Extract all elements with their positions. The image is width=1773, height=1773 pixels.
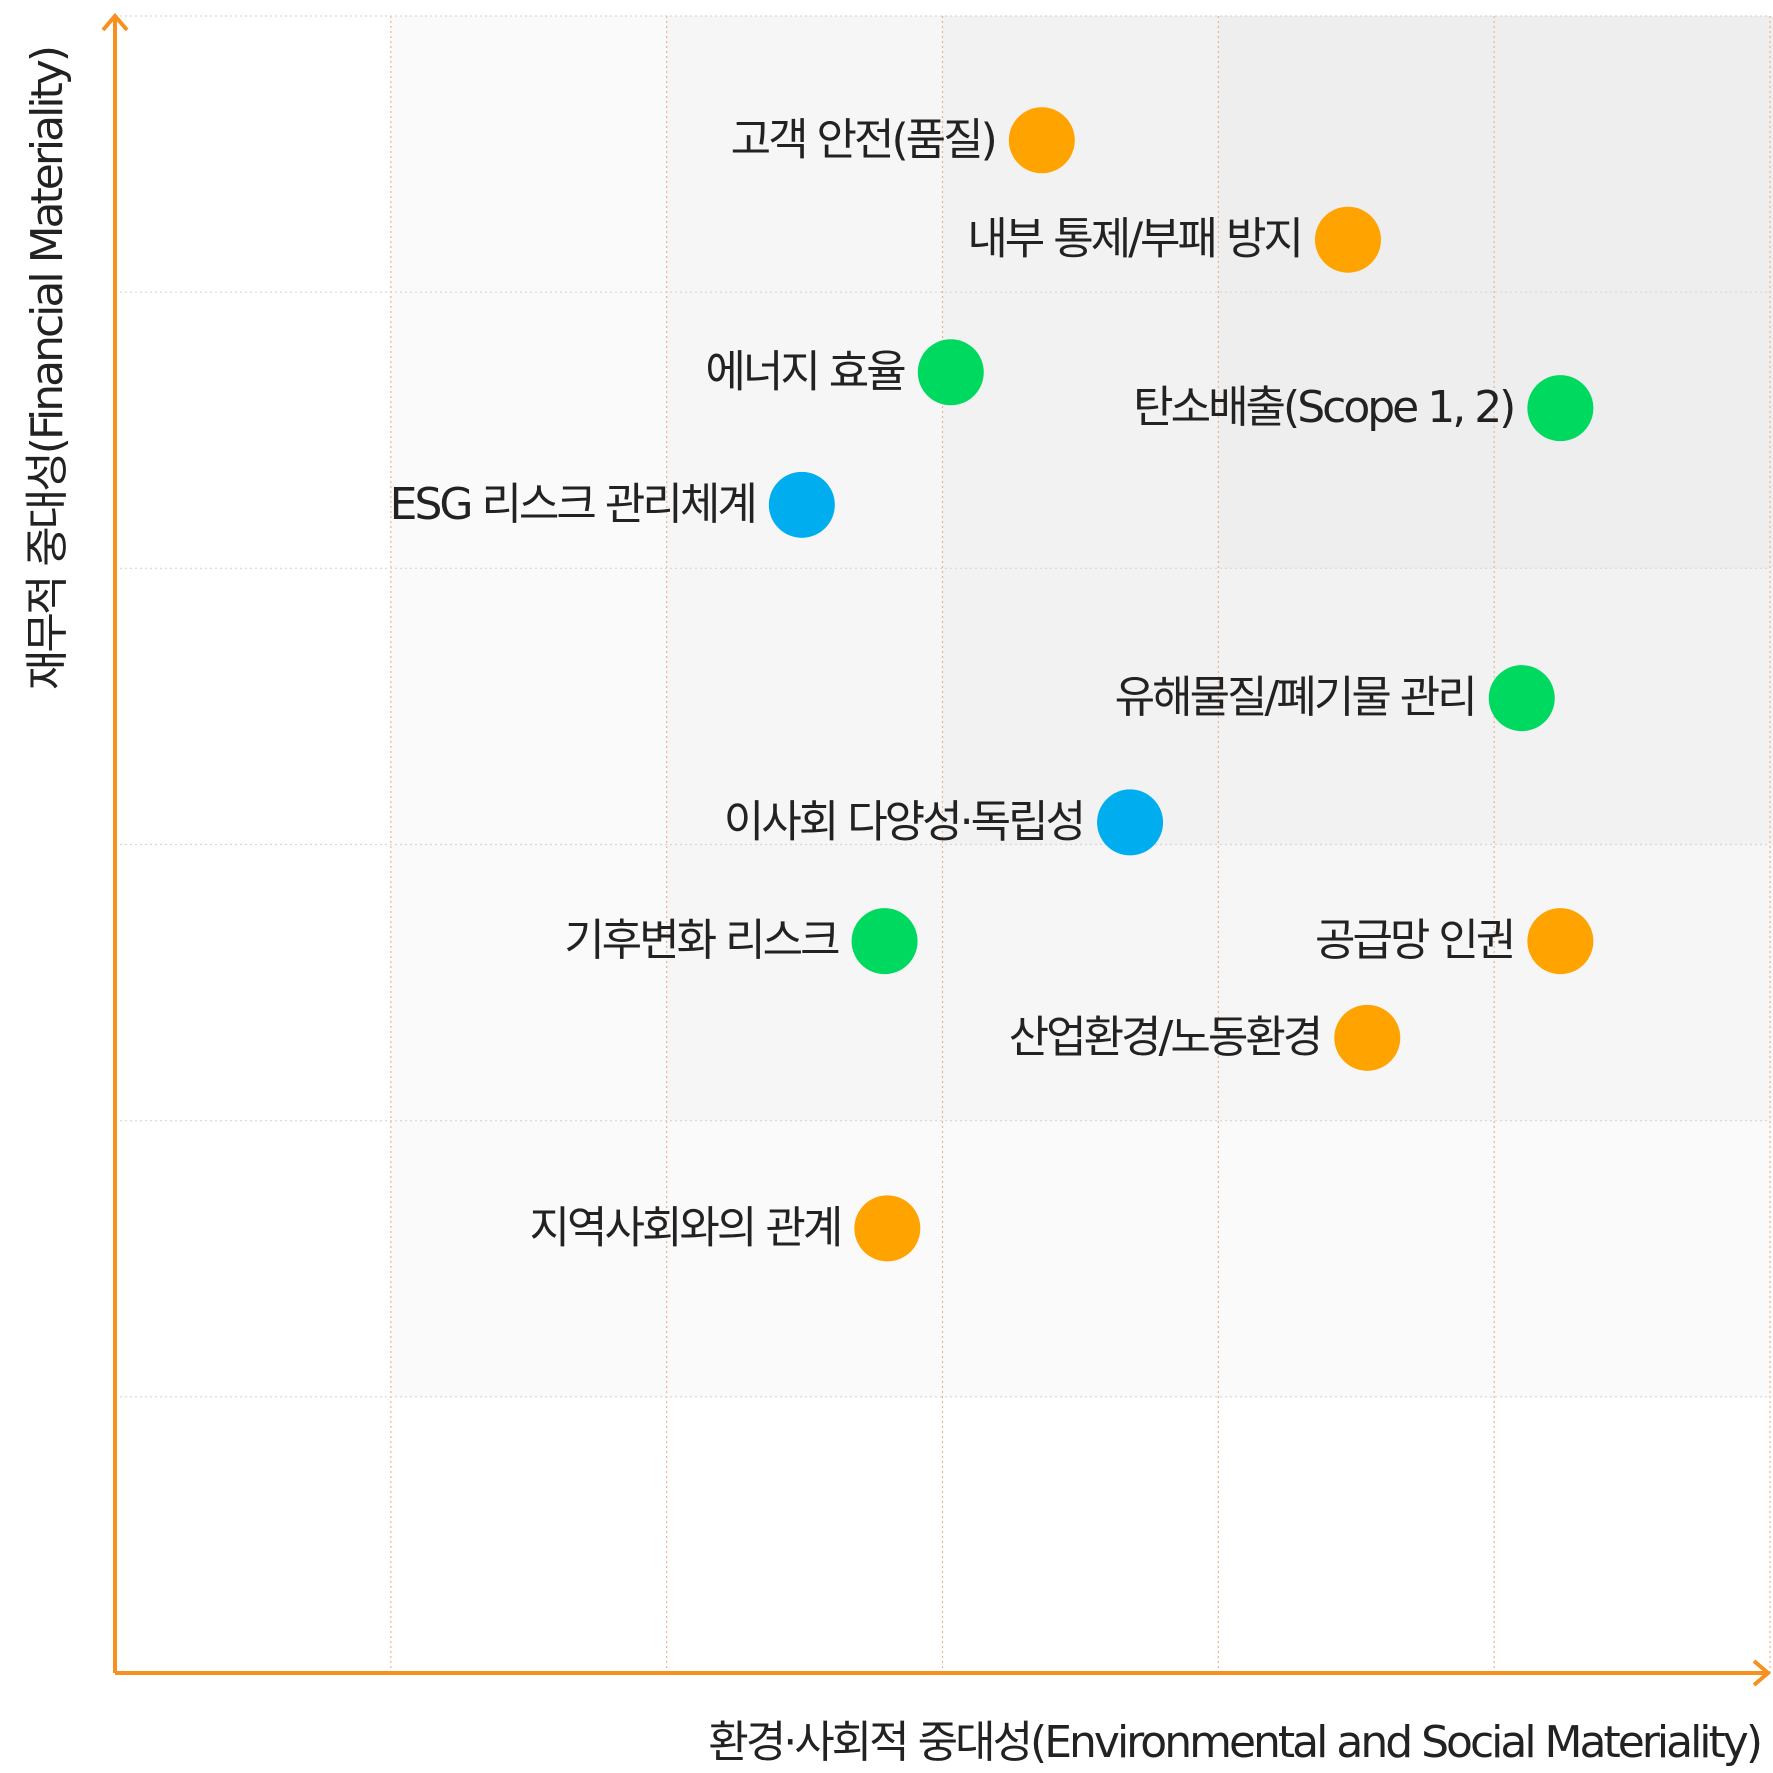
point (1527, 908, 1594, 975)
point (1008, 107, 1075, 174)
point-label: 탄소배출(Scope 1, 2) (1133, 382, 1513, 433)
point-label: 고객 안전(품질) (731, 114, 995, 165)
point (1314, 206, 1381, 273)
point-label: 공급망 인권 (1315, 915, 1513, 966)
point (854, 1195, 921, 1262)
point-label: 기후변화 리스크 (564, 915, 839, 966)
point-label: 산업환경/노동환경 (1009, 1012, 1321, 1063)
y-axis-title: 재무적 중대성(Financial Materiality) (22, 48, 73, 690)
point (768, 471, 835, 538)
point-label: 내부 통제/부패 방지 (967, 214, 1301, 265)
point-label: ESG 리스크 관리체계 (390, 479, 755, 530)
y-axis-arrow (101, 12, 129, 32)
point (917, 339, 984, 406)
x-axis-title: 환경·사회적 중대성(Environmental and Social Mate… (708, 1717, 1760, 1768)
x-axis-arrow (1752, 1659, 1772, 1687)
point (1527, 375, 1594, 442)
point-label: 이사회 다양성·독립성 (724, 796, 1083, 847)
point (1334, 1004, 1401, 1071)
point-label: 에너지 효율 (705, 346, 905, 397)
point (1097, 789, 1164, 856)
point-label: 유해물질/폐기물 관리 (1115, 672, 1475, 723)
point (851, 908, 918, 975)
point-label: 지역사회와의 관계 (530, 1202, 841, 1253)
point (1488, 665, 1555, 732)
